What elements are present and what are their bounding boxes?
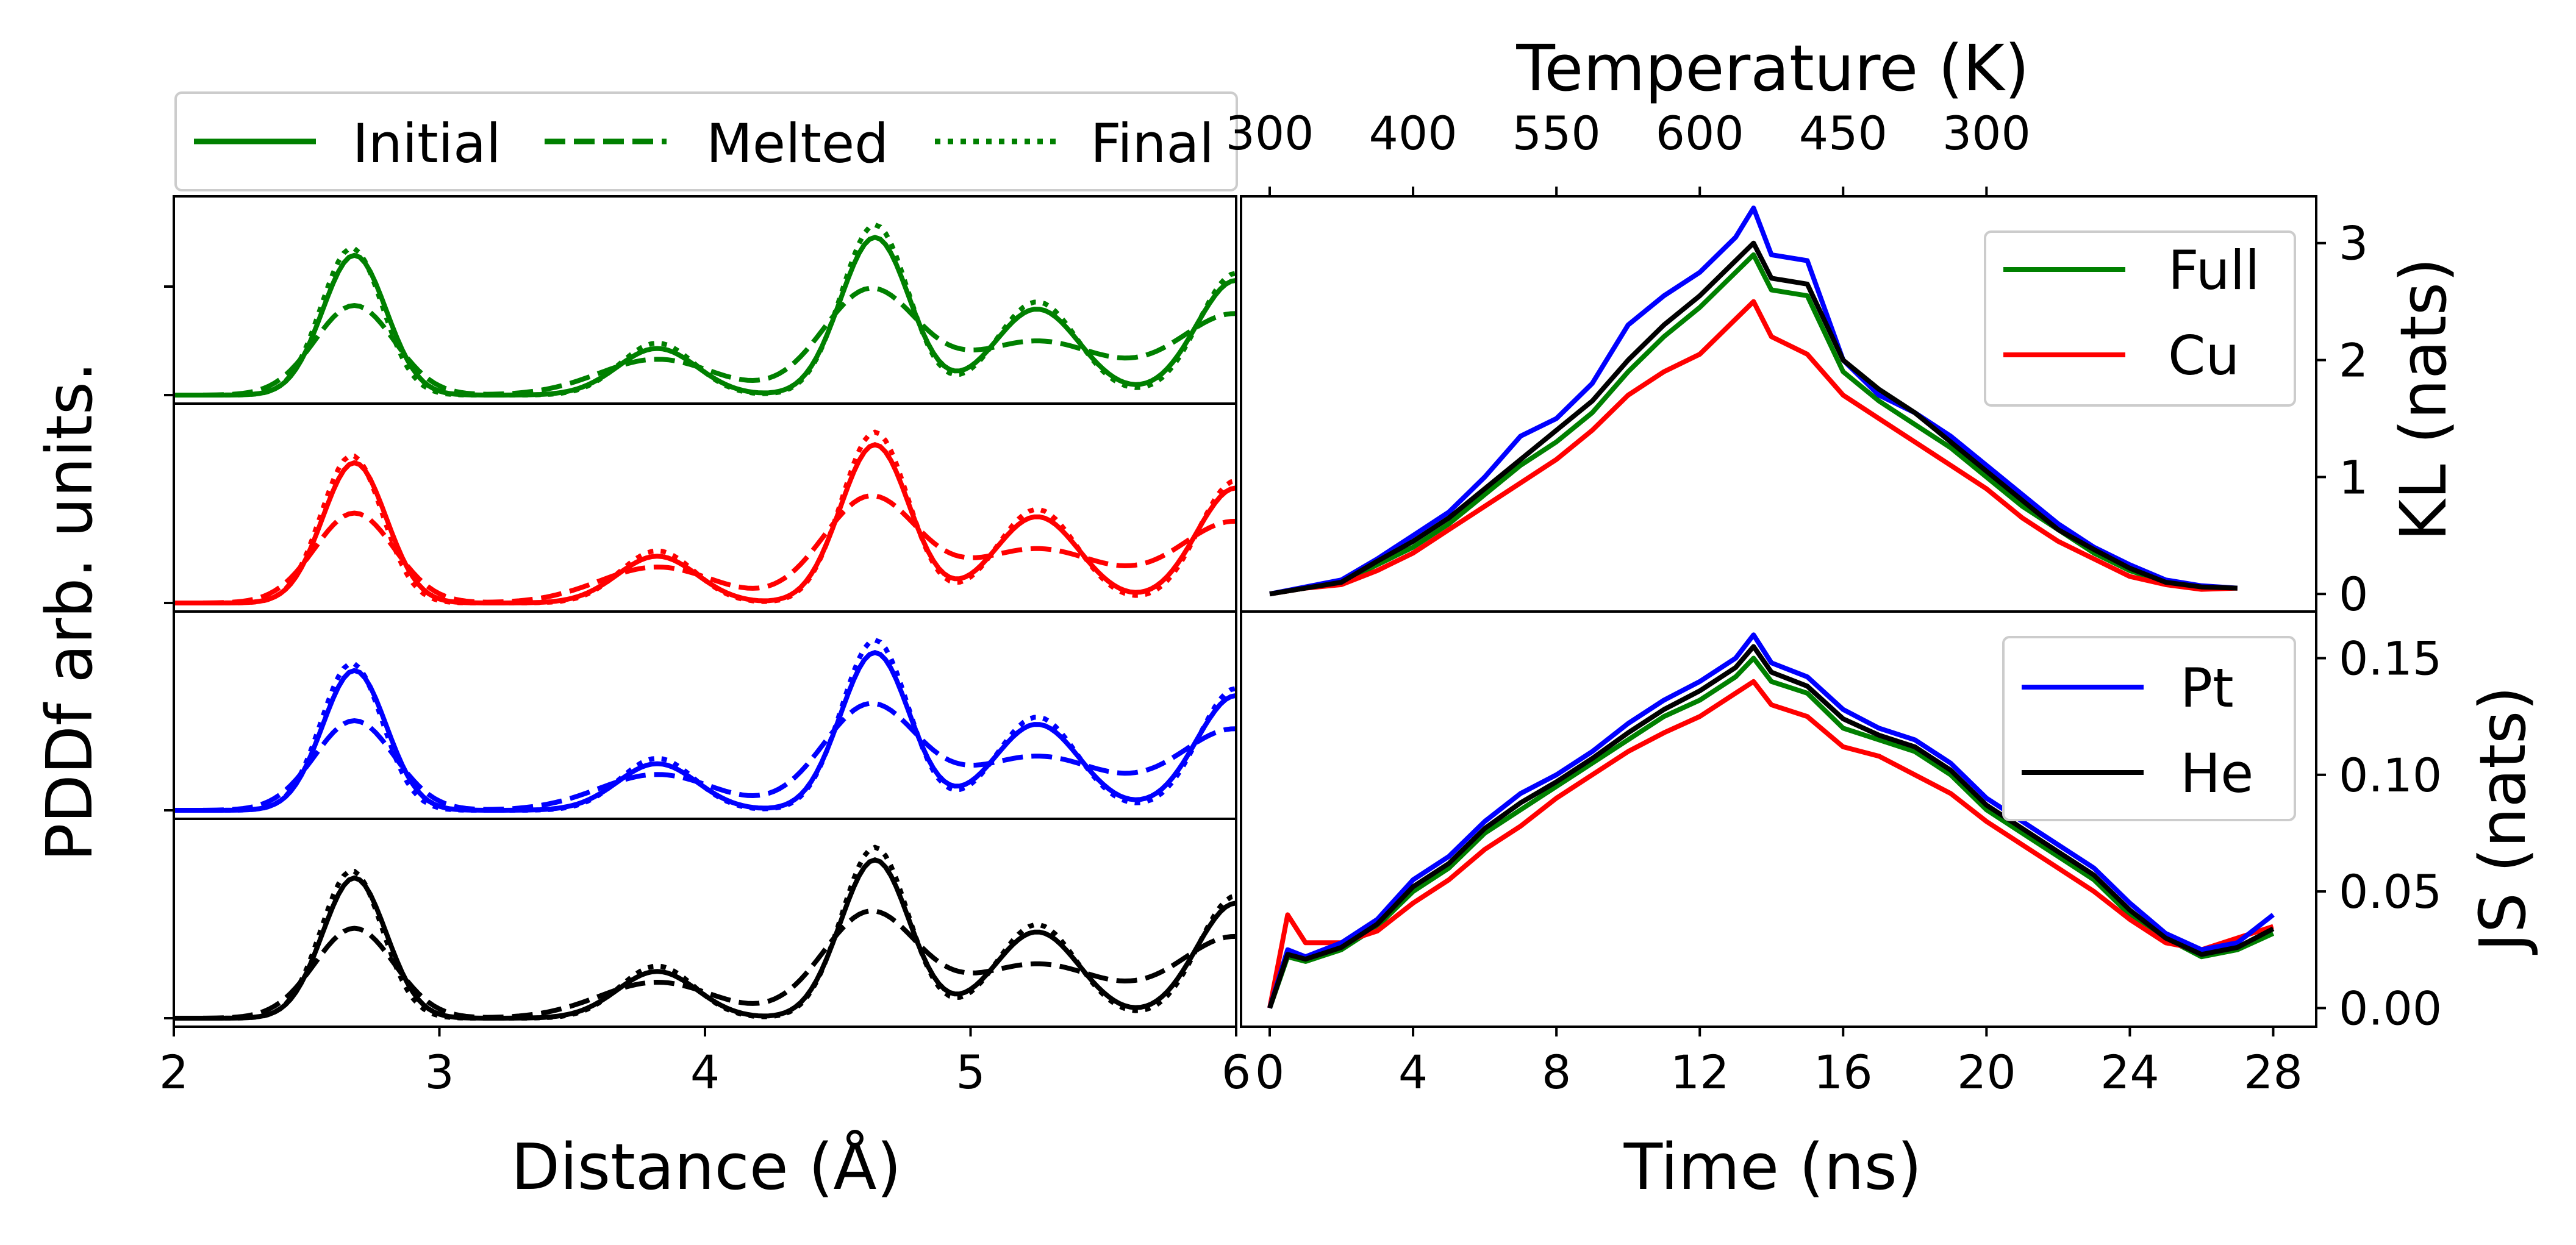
pddf-x-tick-label: 2	[159, 1045, 188, 1099]
legend-cu-label: Cu	[2168, 324, 2239, 387]
kl-curves-series-pt	[1269, 205, 2238, 597]
kl-tick-label: 0	[2339, 567, 2368, 621]
pddf-panel: 2 3 4 5 6 Distance (Å) PDDf arb. units.	[32, 195, 1251, 1204]
time-tick-label: 12	[1670, 1045, 1730, 1099]
kl-tick-label: 1	[2339, 450, 2368, 504]
legend-melted-label: Melted	[706, 112, 889, 175]
time-tick-label: 24	[2100, 1045, 2159, 1099]
js-tick-label: 0.00	[2339, 981, 2442, 1035]
js-axis-label: JS (nats)	[2466, 686, 2540, 955]
time-tick-label: 28	[2244, 1045, 2303, 1099]
pddf-y-axis-label: PDDf arb. units.	[32, 362, 107, 862]
pddf-legend: Initial Melted Final	[174, 91, 1238, 191]
temperature-tick-label: 550	[1512, 106, 1601, 160]
temperature-tick-label: 300	[1225, 106, 1314, 160]
temperature-tick-label: 400	[1369, 106, 1458, 160]
time-tick-label: 16	[1814, 1045, 1873, 1099]
pddf-x-tick-label: 3	[424, 1045, 454, 1099]
pddf-x-tick-label: 4	[690, 1045, 720, 1099]
legend-pt-label: Pt	[2180, 657, 2234, 719]
pddf-legend-box	[174, 91, 1238, 191]
kl-axis-label: KL (nats)	[2386, 258, 2461, 541]
pddf-x-tick-label: 6	[1222, 1045, 1251, 1099]
pddf-curve-melted-3	[174, 701, 1237, 813]
time-tick-label: 4	[1398, 1045, 1428, 1099]
pddf-x-ticks: 2 3 4 5 6	[159, 285, 1251, 1099]
temperature-tick-label: 600	[1656, 106, 1744, 160]
pddf-x-axis-label: Distance (Å)	[511, 1130, 901, 1204]
pddf-curve-melted-4	[174, 908, 1237, 1021]
pddf-curve-final-1	[174, 222, 1237, 398]
time-tick-label: 8	[1542, 1045, 1571, 1099]
kl-curves-series-he	[1269, 240, 2238, 597]
js-tick-label: 0.15	[2339, 632, 2442, 686]
legend-final-label: Final	[1090, 112, 1214, 175]
pddf-curves	[174, 222, 1237, 1021]
kl-curves	[1269, 205, 2238, 597]
kl-tick-label: 2	[2339, 334, 2368, 388]
js-curves-series-he	[1267, 644, 2275, 1009]
kl-tick-label: 3	[2339, 216, 2368, 271]
js-curves-series-cu	[1267, 679, 2274, 1009]
js-curves-series-pt	[1267, 632, 2275, 1009]
js-curves-series-full	[1267, 655, 2275, 1009]
time-tick-label: 20	[1957, 1045, 2016, 1099]
temperature-tick-label: 450	[1799, 106, 1887, 160]
time-tick-label: 0	[1255, 1045, 1284, 1099]
js-legend: Pt He	[2002, 636, 2296, 821]
legend-initial-label: Initial	[352, 112, 501, 175]
pddf-x-tick-label: 5	[956, 1045, 985, 1099]
temperature-tick-label: 300	[1942, 106, 2031, 160]
legend-he-label: He	[2180, 742, 2253, 805]
pddf-curve-melted-2	[174, 493, 1237, 605]
pddf-curve-melted-1	[174, 285, 1237, 398]
pddf-curve-final-4	[174, 844, 1237, 1021]
pddf-curve-final-2	[174, 429, 1237, 605]
kl-legend-box	[1984, 230, 2296, 407]
pddf-curve-final-3	[174, 637, 1237, 813]
js-curves	[1267, 632, 2275, 1009]
kl-curves-series-cu	[1269, 299, 2238, 597]
time-axis-label: Time (ns)	[1623, 1130, 1922, 1204]
kl-legend: Full Cu	[1984, 230, 2296, 407]
js-tick-label: 0.10	[2339, 748, 2442, 802]
temperature-axis-label: Temperature (K)	[1515, 31, 2029, 105]
legend-full-label: Full	[2168, 239, 2259, 302]
js-tick-label: 0.05	[2339, 865, 2442, 919]
